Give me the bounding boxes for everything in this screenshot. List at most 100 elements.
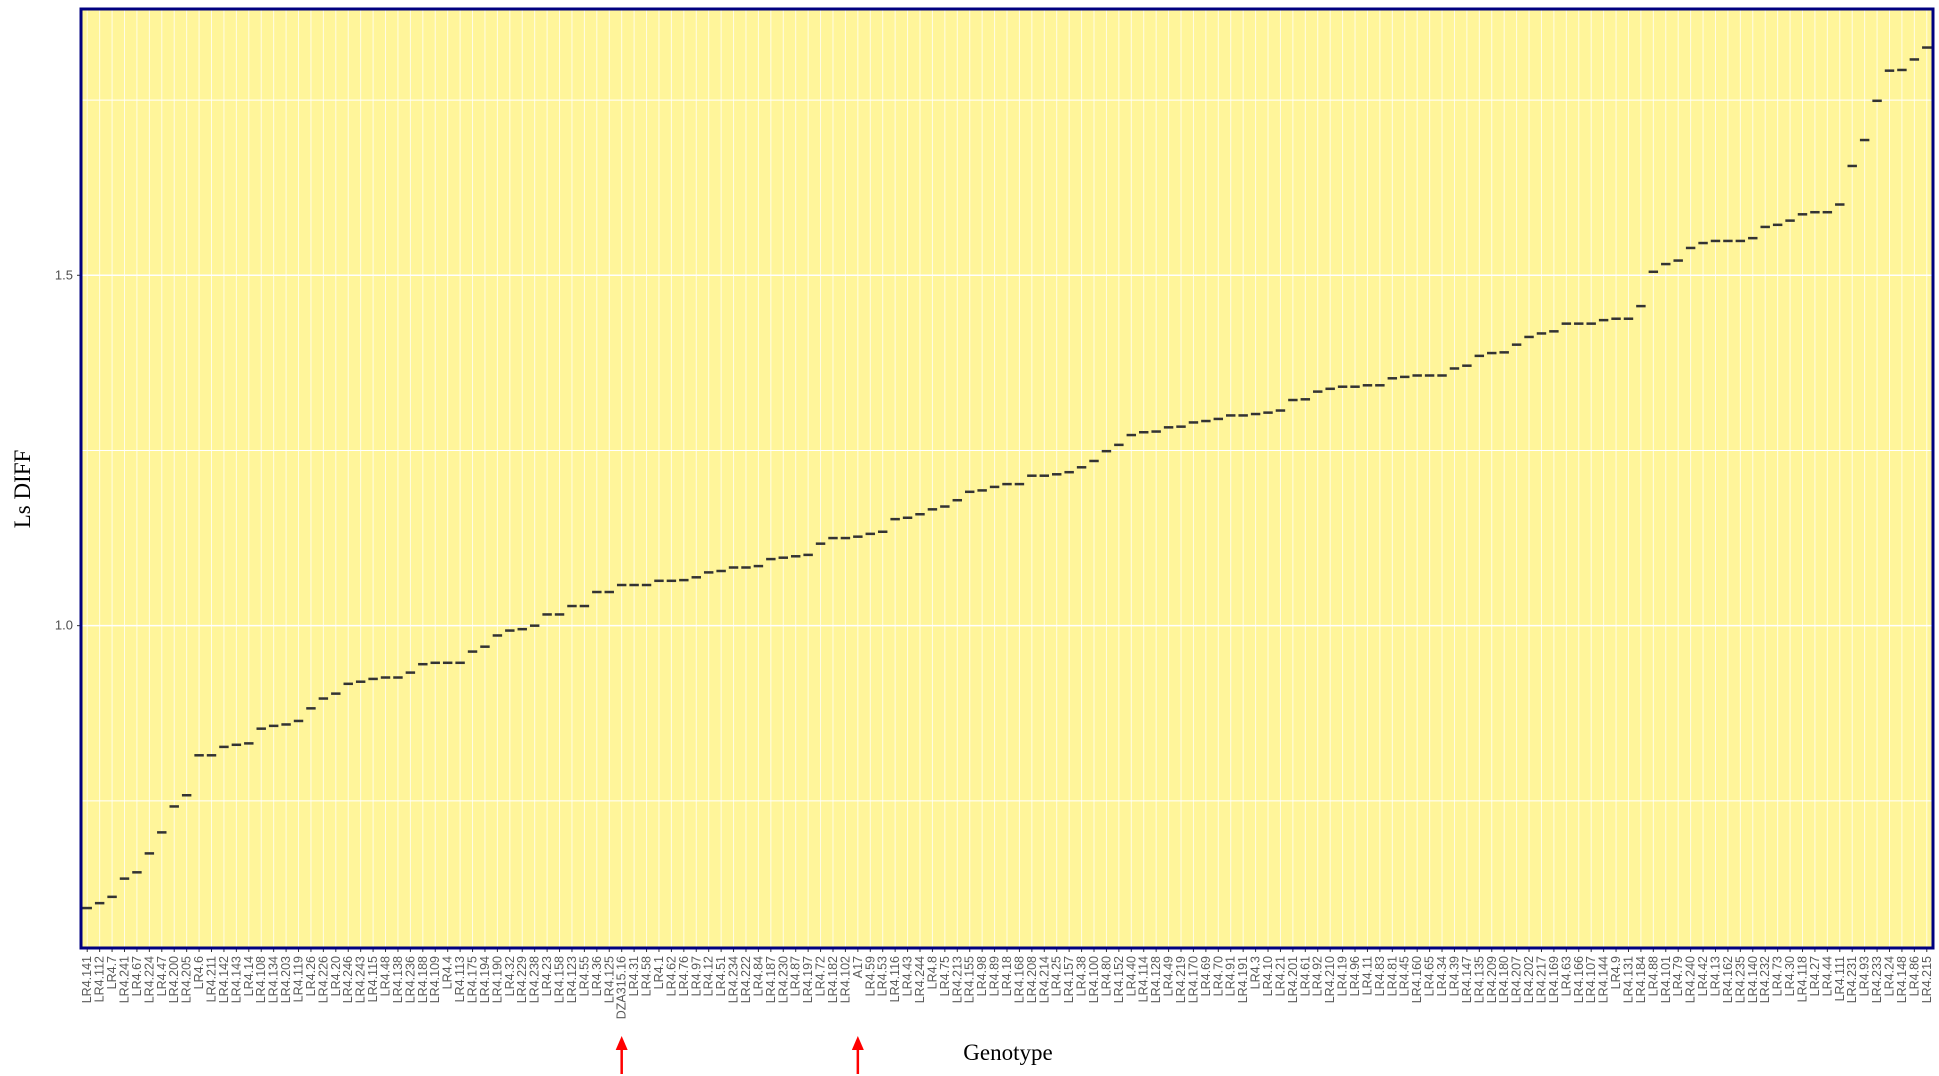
x-tick-label: LR4.73: [1771, 956, 1785, 996]
x-tick-label: LR4.215: [1920, 956, 1934, 1003]
x-tick-label: LR4.30: [1783, 956, 1797, 996]
x-tick-label: LR4.208: [1025, 956, 1039, 1003]
x-tick-label: LR4.26: [304, 956, 318, 996]
x-tick-label: LR4.160: [1410, 956, 1424, 1003]
x-tick-label: LR4.169: [1547, 956, 1561, 1003]
x-tick-label: LR4.197: [801, 956, 815, 1003]
x-tick-label: LR4.92: [1311, 956, 1325, 996]
x-tick-label: LR4.180: [1497, 956, 1511, 1003]
x-tick-label: LR4.25: [1050, 956, 1064, 996]
x-tick-label: LR4.38: [1075, 956, 1089, 996]
x-tick-label: LR4.157: [1062, 956, 1076, 1003]
x-tick-label: LR4.59: [863, 956, 877, 996]
x-tick-label: LR4.3: [1249, 956, 1263, 989]
x-tick-label: LR4.88: [1646, 956, 1660, 996]
x-axis-title: Genotype: [963, 1040, 1052, 1065]
x-tick-label: LR4.115: [366, 956, 380, 1002]
x-tick-label: LR4.235: [1733, 956, 1747, 1003]
x-tick-label: LR4.31: [627, 956, 641, 996]
x-tick-label: LR4.89: [988, 956, 1002, 996]
x-tick-label: LR4.65: [1423, 956, 1437, 996]
x-tick-label: LR4.75: [938, 956, 952, 996]
x-tick-label: LR4.100: [1087, 956, 1101, 1003]
x-tick-label: LR4.155: [963, 956, 977, 1003]
x-tick-label: LR4.210: [1323, 956, 1337, 1003]
x-tick-label: LR4.111: [1833, 956, 1847, 1001]
x-tick-label: LR4.219: [1174, 956, 1188, 1003]
x-tick-label: LR4.67: [130, 956, 144, 996]
x-tick-label: LR4.168: [1012, 956, 1026, 1003]
x-tick-label: LR4.201: [1286, 956, 1300, 1003]
x-tick-label: LR4.13: [1708, 956, 1722, 996]
x-tick-label: LR4.79: [1671, 956, 1685, 996]
x-tick-label: LR4.207: [1510, 956, 1524, 1003]
x-tick-label: LR4.205: [180, 956, 194, 1003]
x-tick-label: LR4.42: [1696, 956, 1710, 996]
x-tick-label: LR4.108: [254, 956, 268, 1003]
x-tick-label: LR4.226: [316, 956, 330, 1003]
x-tick-label: LR4.96: [1348, 956, 1362, 996]
x-tick-label: LR4.190: [490, 956, 504, 1003]
x-tick-label: LR4.184: [1634, 956, 1648, 1003]
x-tick-label: LR4.55: [577, 956, 591, 996]
x-tick-label: LR4.69: [1199, 956, 1213, 996]
x-tick-label: LR4.6: [192, 956, 206, 989]
x-tick-label: LR4.236: [403, 956, 417, 1003]
x-tick-label: LR4.98: [975, 956, 989, 996]
x-tick-label: LR4.61: [1298, 956, 1312, 996]
x-tick-label: LR4.170: [1186, 956, 1200, 1003]
x-tick-label: LR4.229: [515, 956, 529, 1003]
x-tick-label: LR4.188: [416, 956, 430, 1003]
y-axis-title: Ls DIFF: [10, 450, 35, 529]
x-tick-label: LR4.21: [1273, 956, 1287, 996]
x-tick-label: A17: [851, 956, 865, 978]
x-tick-label: LR4.134: [267, 956, 281, 1003]
x-tick-label: LR4.244: [913, 956, 927, 1003]
x-tick-label: LR4.107: [1584, 956, 1598, 1003]
x-tick-label: LR4.119: [292, 956, 306, 1002]
x-tick-label: LR4.83: [1373, 956, 1387, 996]
x-tick-label: LR4.209: [1485, 956, 1499, 1003]
x-tick-label: LR4.40: [1124, 956, 1138, 996]
x-tick-label: LR4.187: [764, 956, 778, 1003]
x-tick-label: LR4.93: [1858, 956, 1872, 996]
x-tick-label: LR4.11: [1360, 956, 1374, 995]
arrow-head: [615, 1036, 628, 1050]
x-tick-label: LR4.200: [167, 956, 181, 1003]
x-tick-label: LR4.112: [93, 956, 107, 1002]
x-tick-label: LR4.47: [155, 956, 169, 996]
x-tick-label: LR4.143: [229, 956, 243, 1003]
x-tick-label: LR4.243: [354, 956, 368, 1003]
x-tick-label: LR4.44: [1820, 956, 1834, 996]
x-tick-label: LR4.123: [565, 956, 579, 1003]
x-tick-label: LR4.238: [528, 956, 542, 1003]
x-tick-label: LR4.217: [1534, 956, 1548, 1003]
x-tick-label: LR4.191: [1236, 956, 1250, 1003]
x-tick-label: LR4.232: [1758, 956, 1772, 1003]
x-tick-label: LR4.91: [1224, 956, 1238, 996]
x-tick-label: LR4.125: [602, 956, 616, 1003]
x-tick-label: LR4.213: [950, 956, 964, 1003]
x-tick-label: LR4.194: [478, 956, 492, 1003]
x-tick-label: LR4.246: [341, 956, 355, 1003]
x-tick-label: LR4.166: [1572, 956, 1586, 1003]
x-tick-label: LR4.158: [553, 956, 567, 1003]
x-tick-label: LR4.63: [1559, 956, 1573, 996]
x-tick-label: LR4.131: [1621, 956, 1635, 1003]
x-tick-label: LR4.49: [1162, 956, 1176, 996]
x-tick-label: LR4.142: [217, 956, 231, 1003]
x-tick-label: LR4.102: [838, 956, 852, 1003]
x-tick-label: LR4.214: [1037, 956, 1051, 1003]
x-tick-label: LR4.162: [1721, 956, 1735, 1003]
x-tick-label: LR4.84: [751, 956, 765, 996]
x-tick-label: LR4.27: [1808, 956, 1822, 996]
arrow-head: [851, 1036, 864, 1050]
x-tick-label: LR4.230: [776, 956, 790, 1003]
x-tick-label: LR4.48: [379, 956, 393, 996]
x-tick-label: LR4.211: [205, 956, 219, 1002]
x-tick-label: LR4.58: [640, 956, 654, 996]
x-tick-label: LR4.87: [789, 956, 803, 996]
x-tick-label: LR4.14: [242, 956, 256, 996]
x-tick-label: LR4.152: [1112, 956, 1126, 1003]
